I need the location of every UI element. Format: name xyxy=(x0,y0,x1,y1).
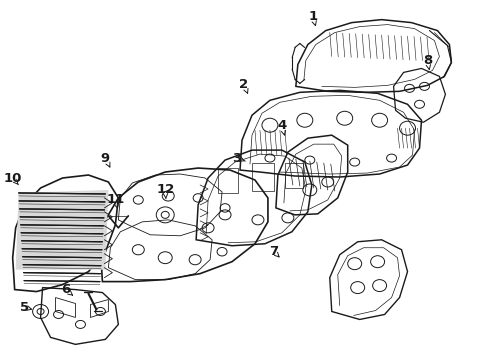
Text: 10: 10 xyxy=(3,171,22,185)
Text: 6: 6 xyxy=(61,283,70,296)
Polygon shape xyxy=(16,190,108,270)
Text: 12: 12 xyxy=(156,184,174,197)
Text: 3: 3 xyxy=(232,152,242,165)
Text: 1: 1 xyxy=(308,10,318,23)
Text: 4: 4 xyxy=(277,119,287,132)
Text: 7: 7 xyxy=(270,245,278,258)
Text: 9: 9 xyxy=(101,152,110,165)
Text: 2: 2 xyxy=(240,78,248,91)
Text: 11: 11 xyxy=(106,193,124,206)
Text: 8: 8 xyxy=(423,54,432,67)
Text: 5: 5 xyxy=(20,301,29,314)
